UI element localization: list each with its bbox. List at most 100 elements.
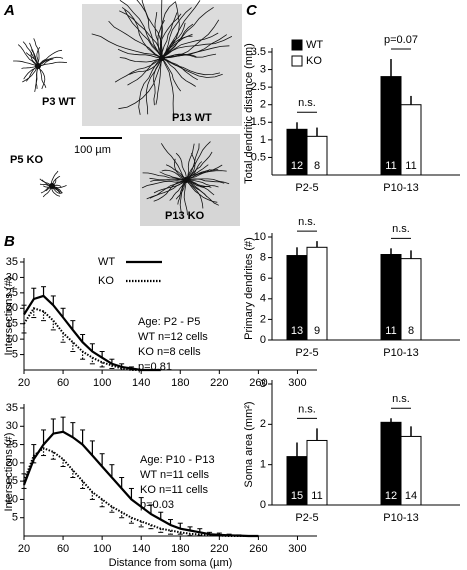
- legend-label: WT: [306, 39, 323, 51]
- dendrite: [185, 179, 219, 188]
- dendrite: [179, 179, 187, 214]
- y-tick-label: 2: [260, 418, 266, 430]
- scale-bar-label: 100 µm: [74, 144, 111, 156]
- series-line: [23, 307, 161, 371]
- dendrite: [91, 33, 163, 59]
- dendrite: [185, 143, 195, 181]
- significance-label: n.s.: [298, 216, 316, 228]
- annotation: Age: P2 - P5: [138, 316, 200, 328]
- y-axis-label: Primary dendrites (#): [243, 237, 255, 340]
- y-tick-label: 2: [260, 99, 266, 111]
- dendrite: [154, 12, 163, 59]
- significance-label: p=0.07: [384, 34, 418, 46]
- image-label: P13 WT: [172, 112, 212, 124]
- series-line: [23, 447, 259, 537]
- dendrite: [114, 57, 163, 83]
- annotation: Age: P10 - P13: [140, 454, 215, 466]
- x-tick-label: 140: [132, 377, 150, 389]
- y-tick-label: 30: [6, 271, 18, 283]
- significance-label: n.s.: [392, 393, 410, 405]
- dendrite: [169, 179, 187, 201]
- dendrite: [161, 7, 192, 59]
- dendrite: [185, 143, 200, 181]
- dendrite: [37, 65, 46, 90]
- y-tick-label: 6: [260, 272, 266, 284]
- n-label: 12: [291, 160, 303, 172]
- dendrite: [161, 57, 221, 76]
- y-tick-label: 8: [260, 252, 266, 264]
- dendrite: [23, 65, 39, 80]
- n-label: 13: [291, 325, 303, 337]
- dendrite: [153, 179, 187, 202]
- x-tick-label: P10-13: [383, 182, 418, 194]
- dendrite: [138, 57, 163, 115]
- image-label: P5 KO: [10, 154, 43, 166]
- bar: [400, 258, 422, 341]
- panel-label: B: [4, 233, 15, 250]
- dendrite: [161, 0, 201, 59]
- dendrite: [185, 179, 219, 206]
- x-tick-label: P10-13: [383, 347, 418, 359]
- dendrite: [22, 65, 39, 83]
- y-axis-label: Intersections (#): [3, 433, 15, 512]
- dendrite: [51, 184, 67, 189]
- dendrite: [185, 179, 218, 203]
- dendrite: [51, 185, 61, 194]
- dendrite: [51, 185, 61, 197]
- dendrite: [185, 141, 211, 181]
- x-tick-label: 300: [288, 377, 306, 389]
- y-tick-label: 10: [6, 333, 18, 345]
- x-tick-label: 220: [210, 543, 228, 555]
- annotation: KO n=8 cells: [138, 346, 201, 358]
- dendrite: [175, 179, 187, 200]
- legend-swatch: [291, 55, 303, 67]
- dendrite: [161, 6, 214, 59]
- annotation: WT n=12 cells: [138, 331, 208, 343]
- n-label: 14: [405, 490, 417, 502]
- annotation: p=0.03: [140, 499, 174, 511]
- legend-swatch: [291, 39, 303, 51]
- dendrite: [39, 178, 53, 187]
- y-tick-label: 2.5: [251, 81, 266, 93]
- dendrite: [161, 36, 233, 59]
- dendrite: [185, 151, 213, 181]
- n-label: 9: [314, 325, 320, 337]
- image-label: P3 WT: [42, 96, 76, 108]
- dendrite: [155, 57, 163, 105]
- significance-label: n.s.: [298, 403, 316, 415]
- n-label: 11: [405, 160, 416, 172]
- dendrite: [124, 9, 163, 59]
- dendrite: [160, 0, 163, 59]
- dendrite: [185, 178, 230, 185]
- n-label: 11: [385, 160, 396, 172]
- dendrite: [145, 57, 163, 115]
- dendrite: [119, 0, 163, 59]
- dendrite: [149, 179, 187, 199]
- y-tick-label: 1.5: [251, 116, 266, 128]
- y-tick-label: 5: [12, 348, 18, 360]
- x-tick-label: 60: [57, 543, 69, 555]
- dendrite: [37, 58, 54, 67]
- legend-label: KO: [98, 275, 114, 287]
- y-tick-label: 3: [260, 378, 266, 390]
- dendrite: [45, 185, 53, 192]
- x-axis-label: Distance from soma (µm): [109, 557, 233, 569]
- bar: [306, 135, 328, 176]
- x-tick-label: 260: [249, 377, 267, 389]
- y-tick-label: 3.5: [251, 46, 266, 58]
- y-tick-label: 2: [260, 313, 266, 325]
- n-label: 8: [314, 160, 320, 172]
- y-axis-label: Total dendritic distance (mm): [243, 43, 255, 184]
- panel-label: C: [246, 2, 258, 19]
- dendrite: [129, 57, 163, 75]
- dendrite: [36, 46, 41, 67]
- y-tick-label: 3: [260, 63, 266, 75]
- dendrite: [161, 32, 219, 59]
- n-label: 8: [408, 325, 414, 337]
- dendrite: [51, 170, 59, 187]
- y-tick-label: 1: [260, 134, 266, 146]
- dendrite: [38, 57, 52, 67]
- y-tick-label: 20: [6, 302, 18, 314]
- x-tick-label: 180: [171, 377, 189, 389]
- dendrite: [42, 185, 53, 198]
